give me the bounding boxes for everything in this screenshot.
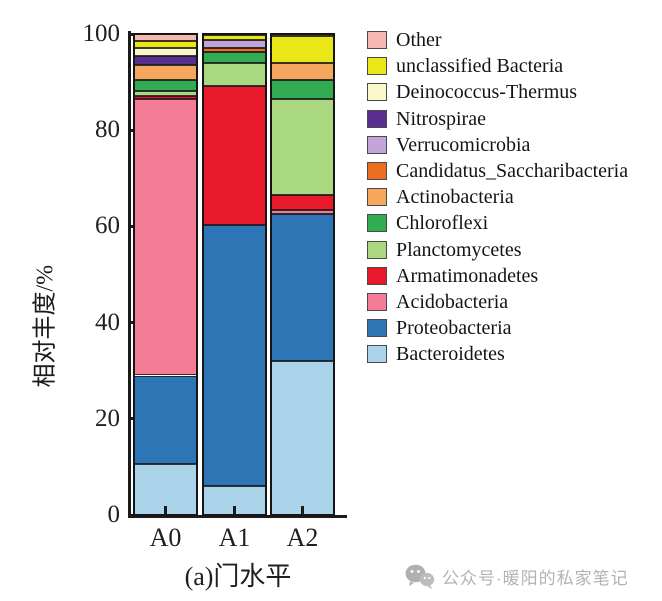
y-tick-label: 40 xyxy=(95,308,120,336)
legend-item-unclassified-bacteria: unclassified Bacteria xyxy=(367,55,657,79)
bar-outline-A1 xyxy=(202,33,267,516)
legend-label: Verrucomicrobia xyxy=(396,133,531,156)
legend-swatch xyxy=(367,214,387,233)
legend-label: Candidatus_Saccharibacteria xyxy=(396,160,629,182)
wechat-icon xyxy=(404,563,435,590)
legend-label: Chloroflexi xyxy=(396,212,489,235)
legend-swatch xyxy=(367,319,387,338)
y-tick-label: 20 xyxy=(95,404,120,432)
x-axis-line xyxy=(128,515,347,518)
legend-swatch xyxy=(367,83,387,102)
legend-swatch xyxy=(367,162,387,180)
legend-item-verrucomicrobia: Verrucomicrobia xyxy=(367,133,657,158)
legend-item-proteobacteria: Proteobacteria xyxy=(367,317,657,341)
legend-swatch xyxy=(367,240,387,259)
legend-label: Bacteroidetes xyxy=(396,343,505,366)
legend-item-deinococcus-thermus: Deinococcus-Thermus xyxy=(367,81,657,105)
legend-swatch xyxy=(367,345,387,364)
bar-segment-A0-proteobacteria xyxy=(134,375,197,465)
legend-item-acidobacteria: Acidobacteria xyxy=(367,291,657,315)
legend-label: Proteobacteria xyxy=(396,317,512,340)
legend-item-other: Other xyxy=(367,29,657,53)
legend-item-candidatus-saccharibacteria: Candidatus_Saccharibacteria xyxy=(367,160,657,184)
bar-outline-A0 xyxy=(133,33,198,516)
y-tick-label: 60 xyxy=(95,212,120,240)
legend-label: Actinobacteria xyxy=(396,186,514,209)
legend-label: Acidobacteria xyxy=(396,291,509,313)
legend-swatch xyxy=(367,57,387,76)
x-tick-mark-A2 xyxy=(301,506,304,515)
legend-item-actinobacteria: Actinobacteria xyxy=(367,186,657,210)
y-tick-label: 80 xyxy=(95,116,120,144)
legend-label: Nitrospirae xyxy=(396,107,486,130)
legend-label: Deinococcus-Thermus xyxy=(396,81,578,104)
watermark-text: 公众号·暖阳的私家笔记 xyxy=(442,568,629,588)
x-tick-label-A1: A1 xyxy=(218,523,251,552)
legend-label: unclassified Bacteria xyxy=(396,55,564,78)
legend-item-bacteroidetes: Bacteroidetes xyxy=(367,343,657,367)
legend-item-armatimonadetes: Armatimonadetes xyxy=(367,264,657,289)
legend-swatch xyxy=(367,31,387,49)
x-tick-label-A0: A0 xyxy=(149,523,182,552)
x-tick-label-A2: A2 xyxy=(286,523,319,552)
legend-swatch xyxy=(367,109,387,128)
legend-swatch xyxy=(367,293,387,311)
x-tick-mark-A0 xyxy=(164,506,167,515)
x-axis-caption: (a)门水平 xyxy=(184,562,292,591)
watermark: 公众号·暖阳的私家笔记 xyxy=(404,560,660,592)
legend-item-nitrospirae: Nitrospirae xyxy=(367,107,657,132)
bar-segment-A0-acidobacteria xyxy=(134,98,197,376)
legend-label: Other xyxy=(396,29,442,51)
legend-swatch xyxy=(367,266,387,285)
legend-label: Armatimonadetes xyxy=(396,264,539,287)
legend-label: Planctomycetes xyxy=(396,238,522,261)
legend-swatch xyxy=(367,135,387,154)
y-axis-title: 相对丰度/% xyxy=(32,264,59,388)
legend-item-chloroflexi: Chloroflexi xyxy=(367,212,657,236)
bar-outline-A2 xyxy=(270,33,335,516)
legend-item-planctomycetes: Planctomycetes xyxy=(367,238,657,263)
y-axis-line xyxy=(128,31,131,518)
y-tick-label: 100 xyxy=(82,20,121,47)
legend-swatch xyxy=(367,188,387,207)
x-tick-mark-A1 xyxy=(233,506,236,515)
y-tick-label: 0 xyxy=(107,501,121,528)
